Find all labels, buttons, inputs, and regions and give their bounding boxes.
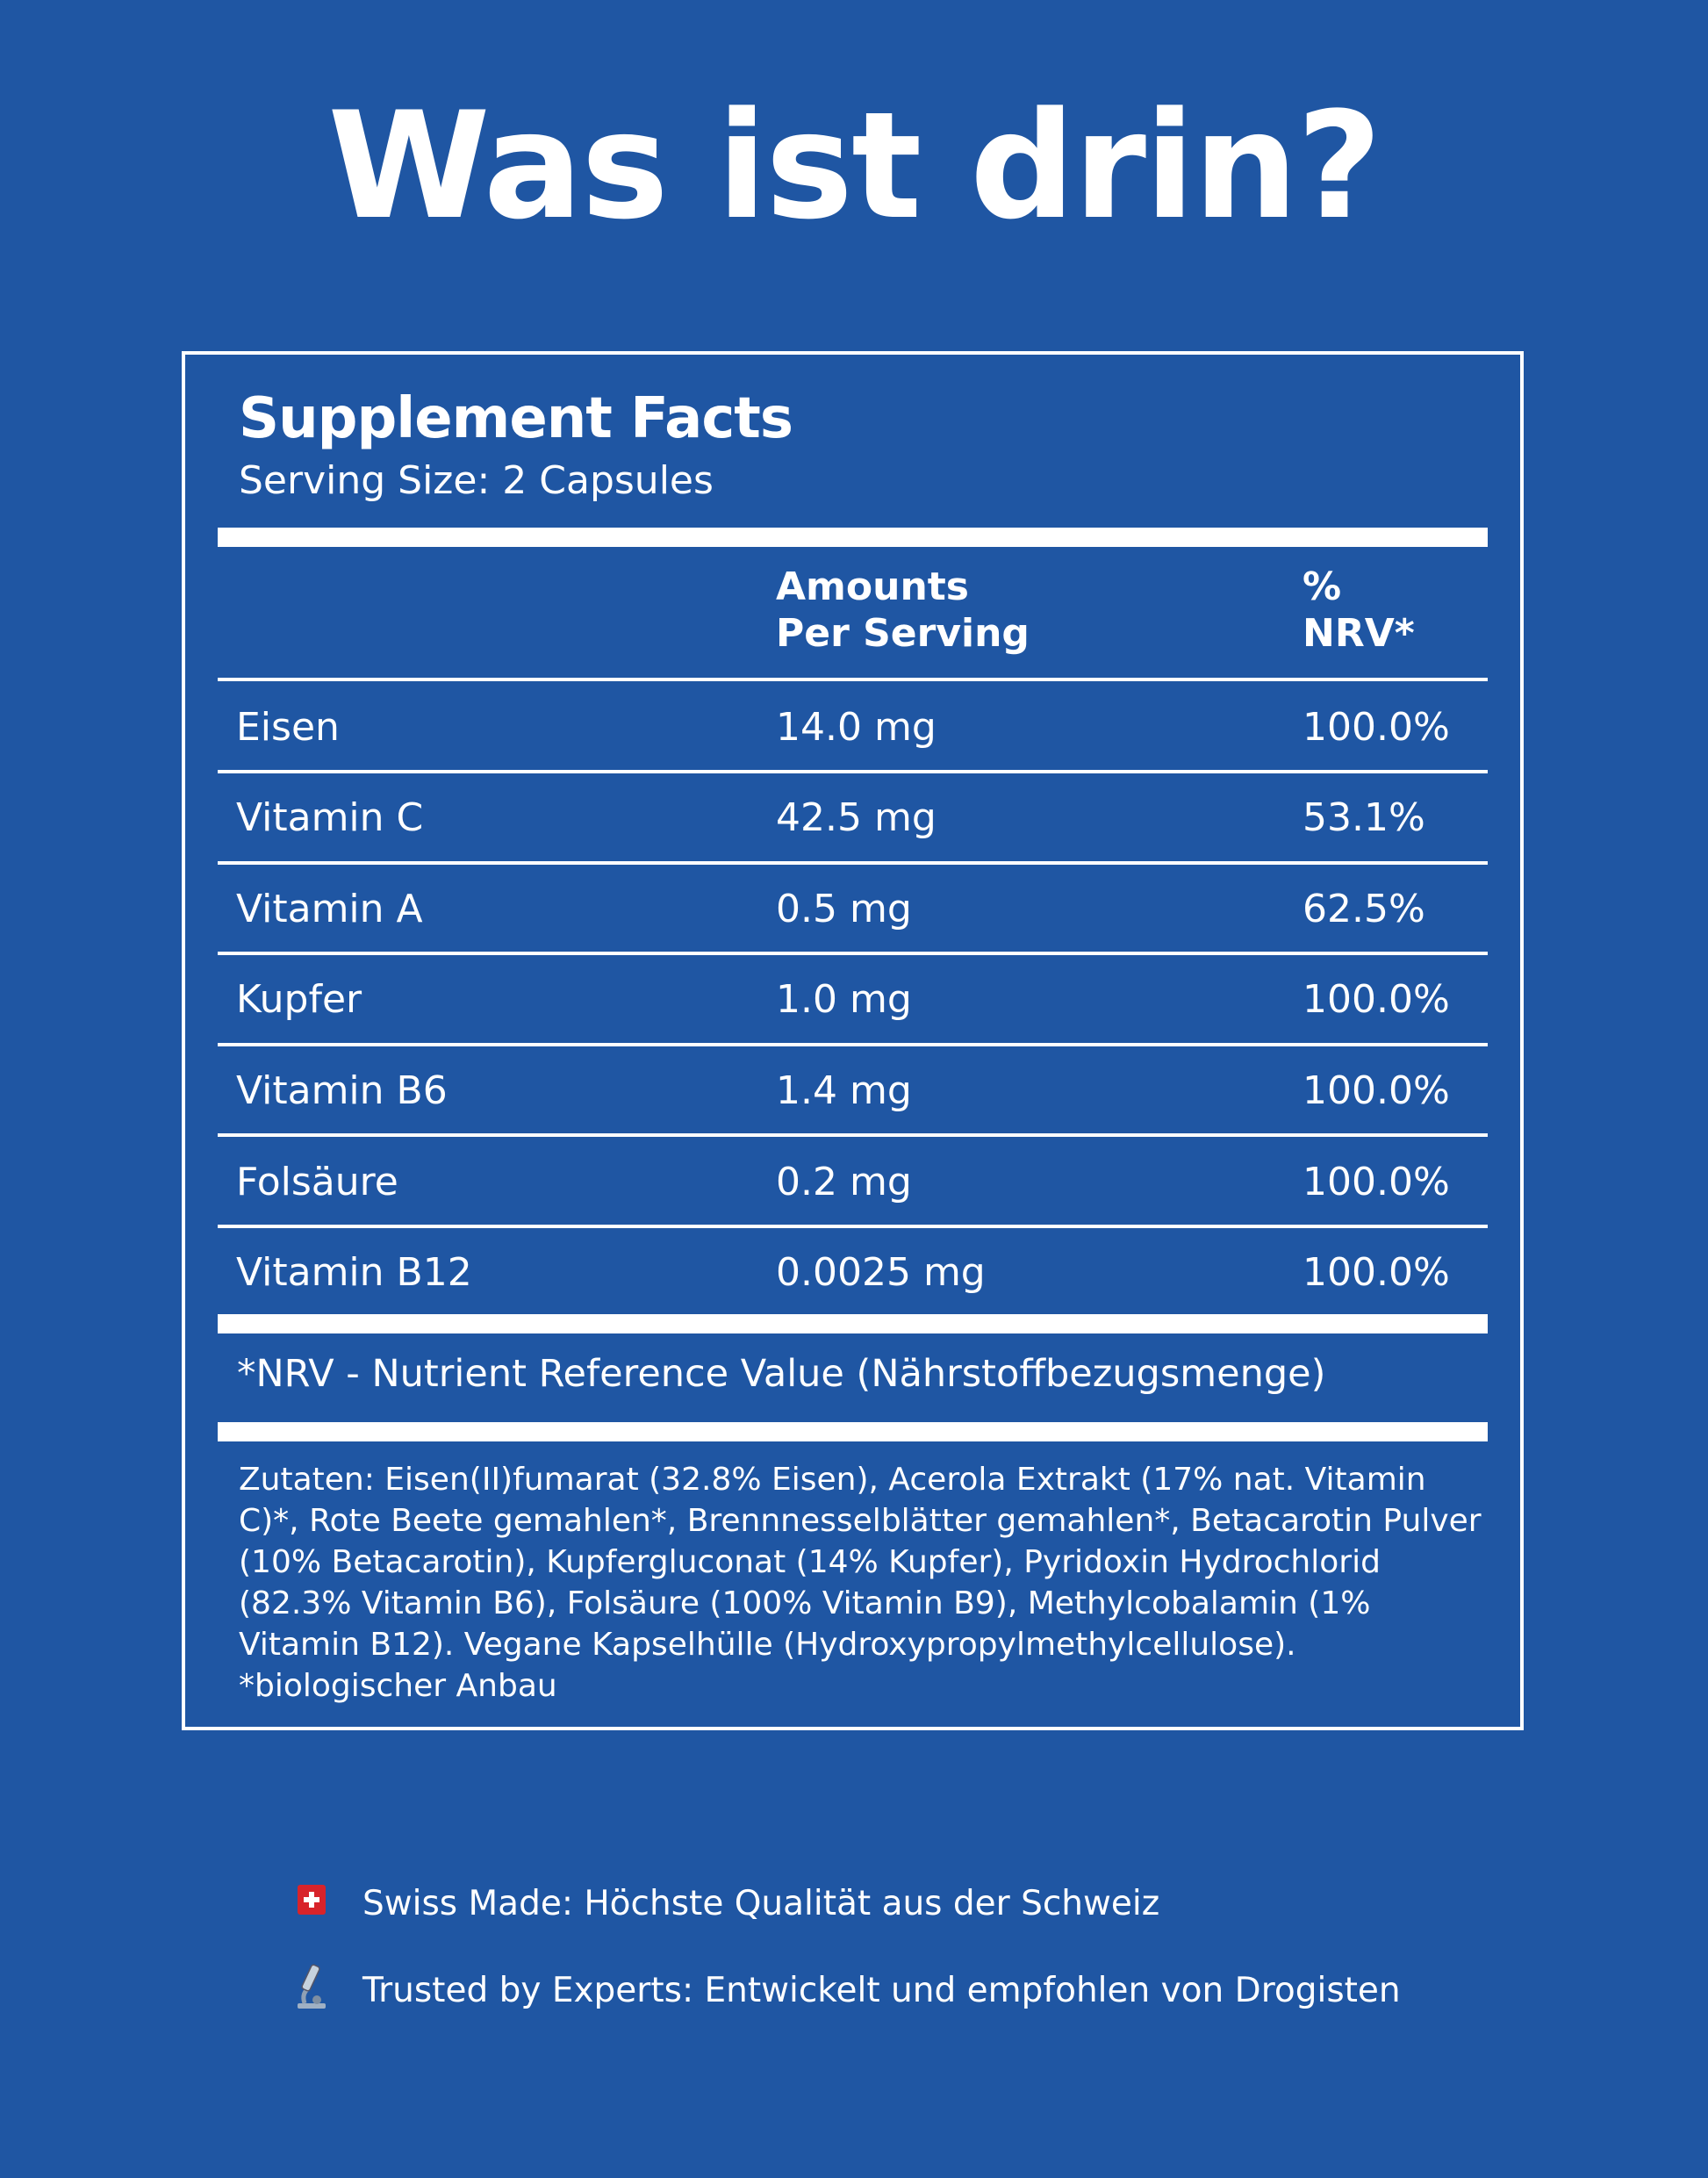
header-amount: Amounts Per Serving	[776, 564, 1030, 657]
nutrient-amount: 42.5 mg	[776, 795, 937, 841]
nutrient-nrv: 62.5%	[1303, 886, 1425, 931]
feature-trusted-experts: Trusted by Experts: Entwickelt und empfo…	[292, 1961, 1401, 2019]
nutrient-name: Vitamin A	[236, 886, 423, 931]
nutrient-name: Vitamin C	[236, 795, 424, 841]
divider-thick	[218, 1314, 1488, 1333]
nutrient-row: Vitamin B12 0.0025 mg 100.0%	[218, 1227, 1488, 1319]
nutrient-amount: 0.5 mg	[776, 886, 912, 931]
microscope-icon	[292, 1961, 331, 2019]
divider	[218, 770, 1488, 773]
nutrient-name: Eisen	[236, 704, 340, 750]
divider	[218, 678, 1488, 681]
nutrient-nrv: 53.1%	[1303, 795, 1425, 841]
divider-thick	[218, 528, 1488, 547]
nutrient-nrv: 100.0%	[1303, 1250, 1450, 1296]
divider	[218, 952, 1488, 956]
nutrient-amount: 0.2 mg	[776, 1159, 912, 1204]
nutrient-name: Vitamin B12	[236, 1250, 472, 1296]
nutrient-amount: 1.0 mg	[776, 977, 912, 1023]
divider-thick	[218, 1422, 1488, 1441]
nutrient-name: Vitamin B6	[236, 1067, 448, 1113]
nutrient-amount: 14.0 mg	[776, 704, 937, 750]
divider	[218, 1042, 1488, 1046]
nutrient-name: Folsäure	[236, 1159, 398, 1204]
nutrient-nrv: 100.0%	[1303, 1067, 1450, 1113]
nutrient-amount: 0.0025 mg	[776, 1250, 986, 1296]
header-amount-line1: Amounts	[776, 564, 969, 609]
page-title: Was ist drin?	[327, 80, 1381, 252]
ingredients-text: Zutaten: Eisen(II)fumarat (32.8% Eisen),…	[239, 1462, 1482, 1663]
header-amount-line2: Per Serving	[776, 611, 1030, 656]
nutrient-row: Vitamin B6 1.4 mg 100.0%	[218, 1045, 1488, 1136]
swiss-flag-icon	[292, 1884, 331, 1923]
nutrient-nrv: 100.0%	[1303, 977, 1450, 1023]
nutrient-row: Vitamin A 0.5 mg 62.5%	[218, 863, 1488, 954]
nutrient-row: Folsäure 0.2 mg 100.0%	[218, 1136, 1488, 1227]
nutrient-nrv: 100.0%	[1303, 704, 1450, 750]
serving-size: Serving Size: 2 Capsules	[239, 458, 714, 503]
organic-note: *biologischer Anbau	[239, 1668, 557, 1704]
feature-swiss-made: Swiss Made: Höchste Qualität aus der Sch…	[292, 1884, 1159, 1923]
supplement-facts-panel	[182, 351, 1524, 1730]
header-nrv: % NRV*	[1303, 564, 1415, 657]
nutrient-amount: 1.4 mg	[776, 1067, 912, 1113]
nutrient-row: Vitamin C 42.5 mg 53.1%	[218, 773, 1488, 864]
header-nrv-line2: NRV*	[1303, 611, 1415, 656]
feature-text: Swiss Made: Höchste Qualität aus der Sch…	[362, 1884, 1160, 1923]
nutrient-row: Eisen 14.0 mg 100.0%	[218, 681, 1488, 773]
nutrient-nrv: 100.0%	[1303, 1159, 1450, 1204]
supplement-facts-heading: Supplement Facts	[239, 386, 793, 451]
nutrient-name: Kupfer	[236, 977, 362, 1023]
divider	[218, 1133, 1488, 1138]
feature-text: Trusted by Experts: Entwickelt und empfo…	[362, 1970, 1401, 2010]
nrv-footnote: *NRV - Nutrient Reference Value (Nährsto…	[237, 1352, 1326, 1396]
divider	[218, 860, 1488, 865]
ingredients: Zutaten: Eisen(II)fumarat (32.8% Eisen),…	[239, 1459, 1485, 1707]
divider	[218, 1225, 1488, 1228]
nutrient-row: Kupfer 1.0 mg 100.0%	[218, 954, 1488, 1046]
header-nrv-line1: %	[1303, 564, 1342, 609]
